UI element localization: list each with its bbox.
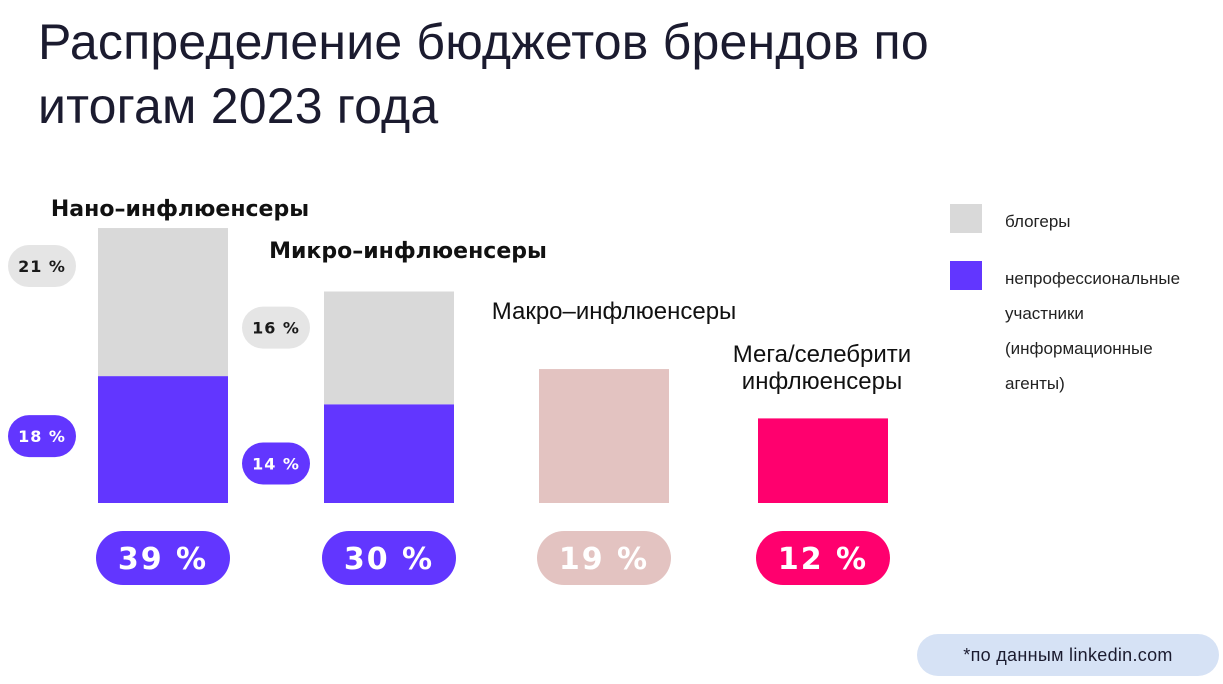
- category-label-0-line-0: Нано–инфлюенсеры: [51, 197, 309, 222]
- total-pill-3: [756, 531, 890, 585]
- bar-3: [758, 418, 888, 503]
- total-label-3: 12 %: [778, 542, 868, 577]
- segment-label-pill-1-1: [242, 306, 310, 349]
- legend-label-nonprofessional-line-3: (информационные: [1005, 339, 1153, 358]
- total-pill-0: [96, 531, 230, 585]
- bar-segment-nonprofessional-1: [324, 404, 454, 503]
- segment-label-1-1: 16 %: [252, 319, 300, 338]
- total-label-1: 30 %: [344, 542, 434, 577]
- bar-segment-bloggers-1: [324, 291, 454, 405]
- page-title-line-2: итогам 2023 года: [38, 78, 439, 134]
- legend-label-nonprofessional-line-4: агенты): [1005, 374, 1065, 393]
- category-label-3-line-0: Мега/селебрити: [733, 341, 911, 368]
- segment-label-0-1: 21 %: [18, 257, 66, 276]
- legend-label-nonprofessional-line-1: непрофессиональные: [1005, 269, 1181, 288]
- bar-2: [539, 369, 669, 503]
- segment-label-pill-1-0: [242, 442, 310, 485]
- total-pill-1: [322, 531, 456, 585]
- segment-label-pill-0-0: [8, 415, 76, 458]
- legend-label-nonprofessional: непрофессиональные участники (информацио…: [1005, 261, 1180, 401]
- legend-swatch-nonprofessional: [950, 261, 982, 290]
- legend-label-nonprofessional-line-2: участники: [1005, 304, 1084, 323]
- total-label-2: 19 %: [559, 542, 649, 577]
- legend-label-bloggers-line-1: блогеры: [1005, 212, 1071, 231]
- segment-label-pill-0-1: [8, 245, 76, 288]
- segment-label-0-0: 18 %: [18, 427, 66, 446]
- total-pill-2: [537, 531, 671, 585]
- legend-swatch-bloggers: [950, 204, 982, 233]
- total-label-0: 39 %: [118, 542, 208, 577]
- source-note: *по данным linkedin.com: [917, 634, 1219, 676]
- page-title-line-1: Распределение бюджетов брендов по: [38, 14, 929, 70]
- category-label-2-line-0: Макро–инфлюенсеры: [492, 298, 737, 325]
- segment-label-1-0: 14 %: [252, 455, 300, 474]
- category-label-3-line-1: инфлюенсеры: [742, 368, 902, 395]
- category-label-1-line-0: Микро–инфлюенсеры: [269, 239, 547, 264]
- legend-label-bloggers: блогеры: [1005, 204, 1071, 239]
- bar-segment-bloggers-0: [98, 228, 228, 377]
- page-title: Распределение бюджетов брендов по итогам…: [38, 10, 1098, 138]
- bar-segment-nonprofessional-0: [98, 376, 228, 503]
